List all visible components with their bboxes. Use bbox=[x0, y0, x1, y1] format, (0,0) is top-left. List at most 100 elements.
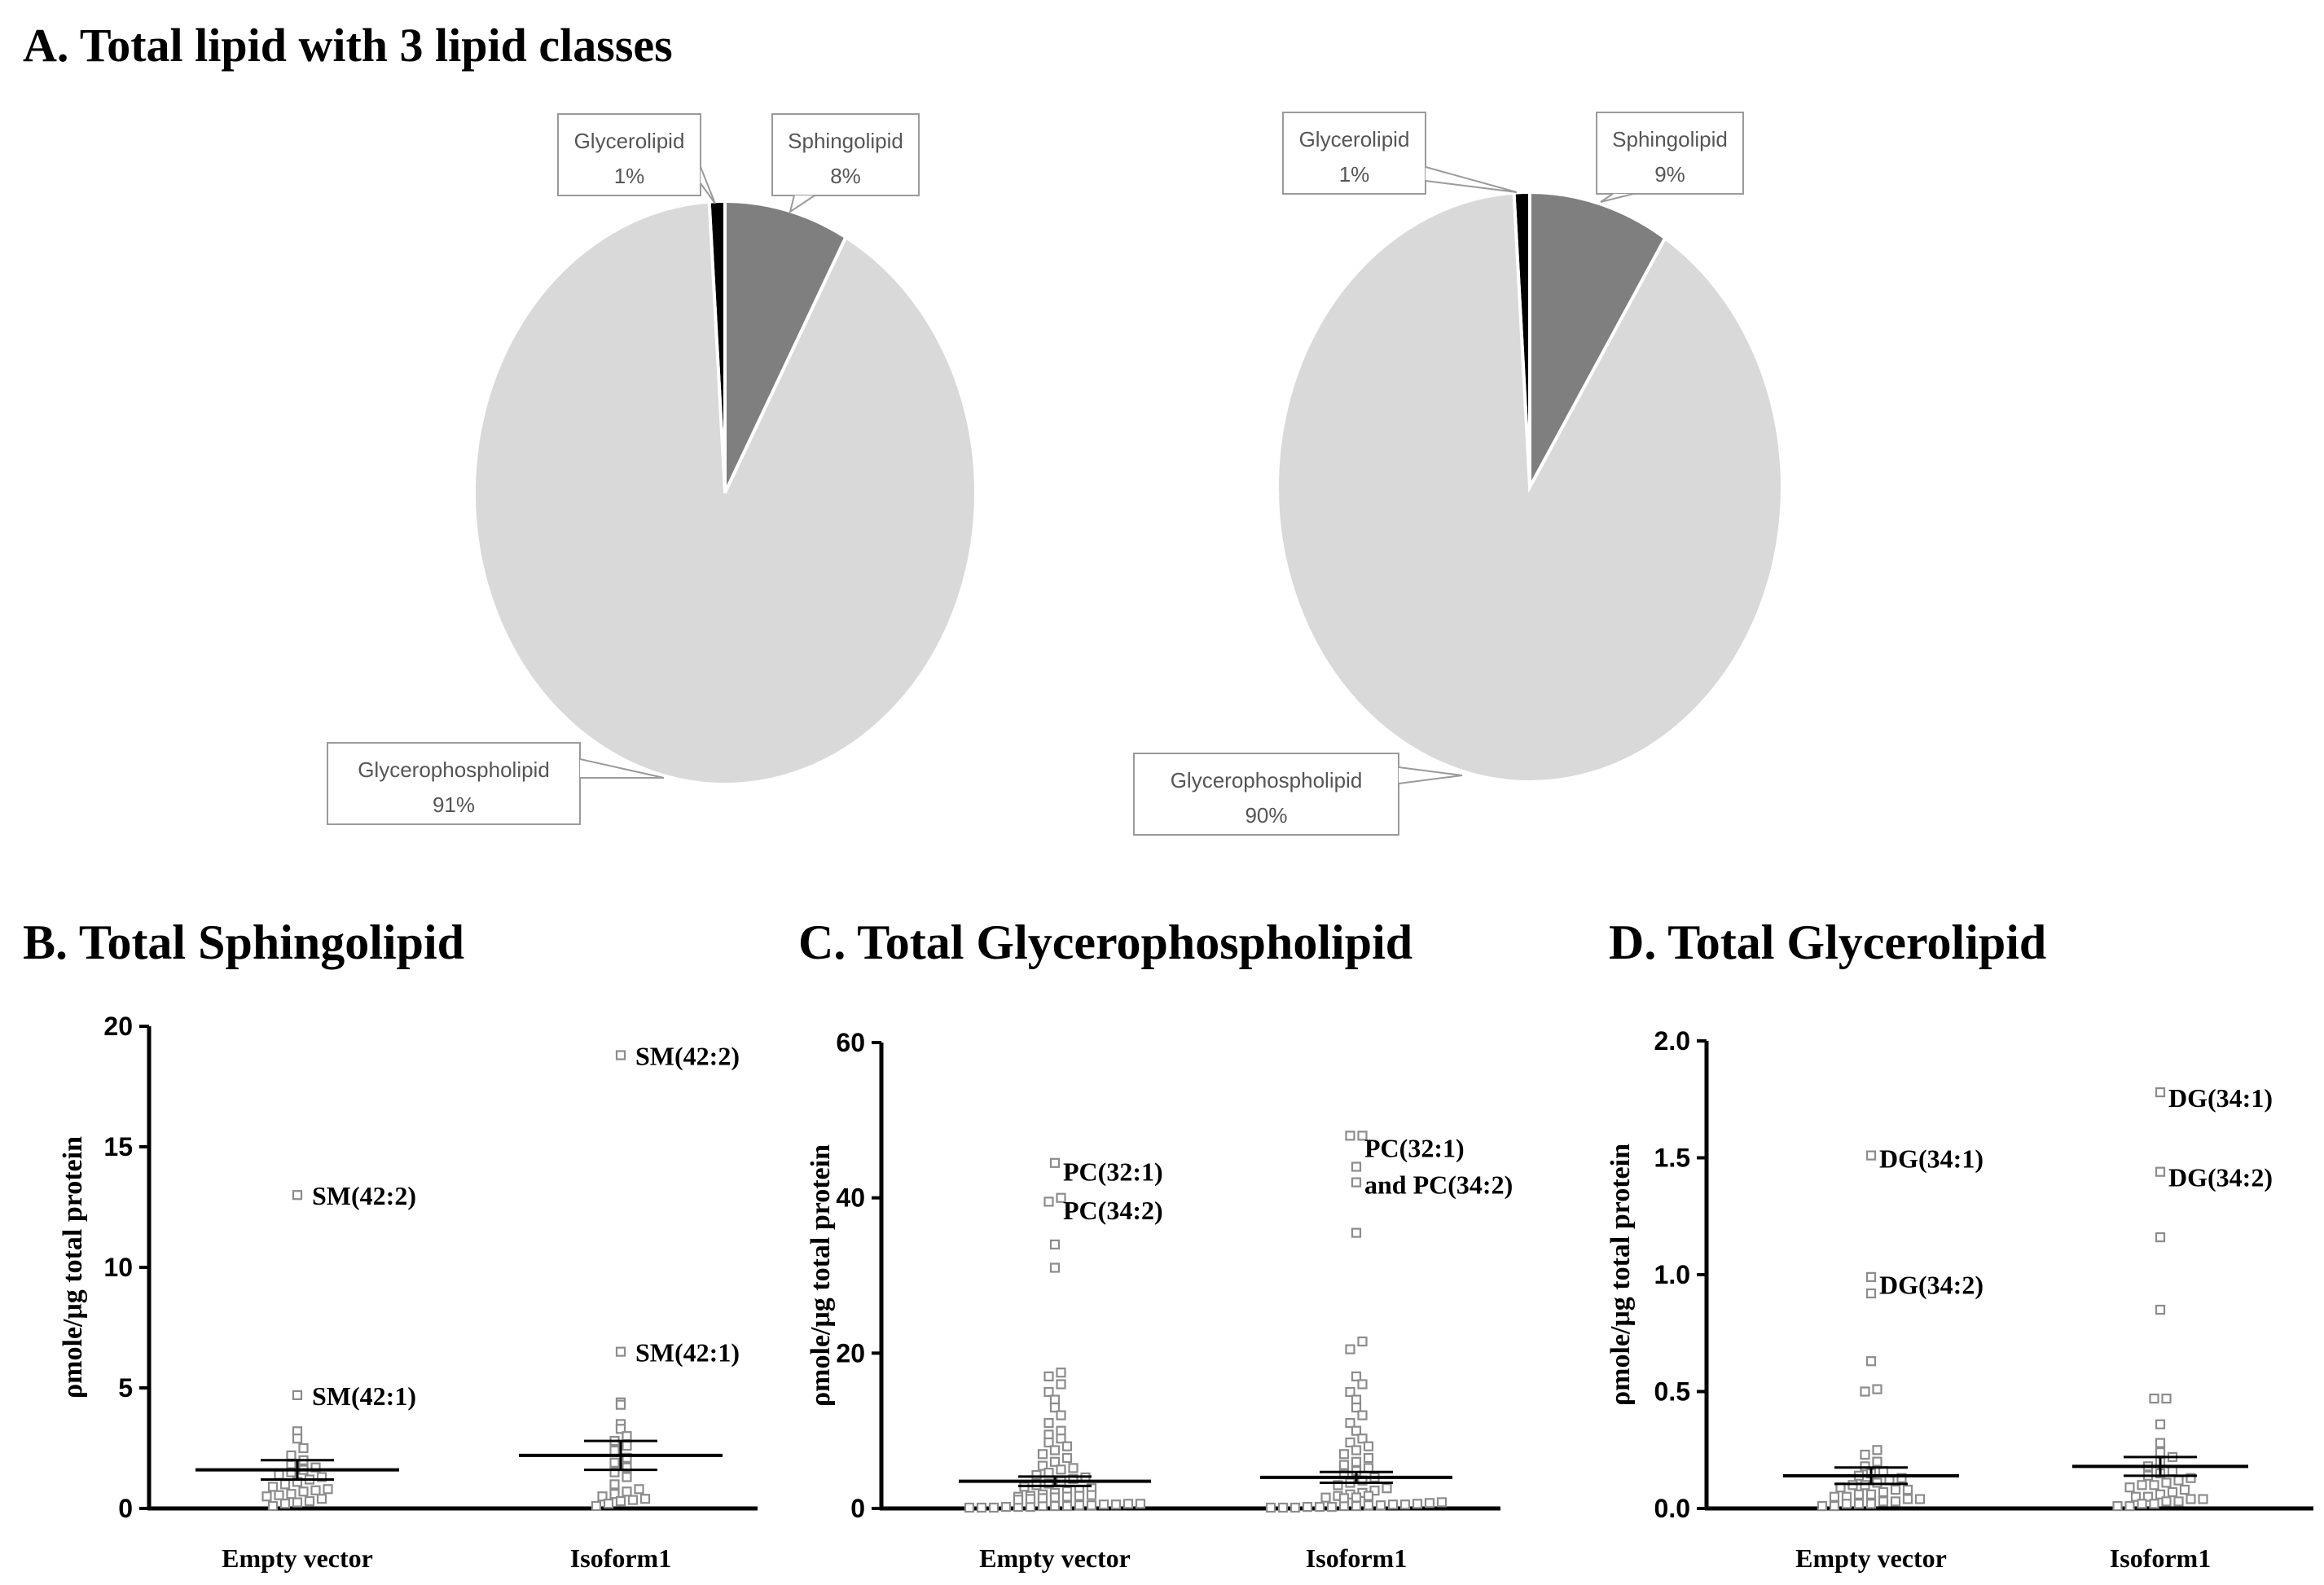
data-point bbox=[1363, 1452, 1374, 1464]
y-axis-label: ρmole/μg total protein bbox=[58, 1136, 88, 1398]
data-point bbox=[2149, 1393, 2159, 1404]
data-point bbox=[591, 1500, 602, 1512]
data-point bbox=[1351, 1425, 1362, 1436]
data-point bbox=[1345, 1344, 1355, 1354]
callout-percent: 8% bbox=[830, 164, 861, 188]
data-point bbox=[1122, 1499, 1134, 1509]
data-point bbox=[2142, 1491, 2154, 1502]
data-point bbox=[1363, 1441, 1374, 1451]
data-point bbox=[1860, 1449, 1870, 1460]
data-point bbox=[1829, 1491, 1840, 1502]
data-point bbox=[2124, 1482, 2135, 1493]
data-point bbox=[1345, 1417, 1355, 1429]
data-point bbox=[1424, 1498, 1435, 1508]
data-point bbox=[2112, 1500, 2123, 1512]
data-point bbox=[2155, 1489, 2166, 1499]
data-point bbox=[1363, 1500, 1374, 1511]
data-point bbox=[1086, 1500, 1097, 1511]
data-point bbox=[1865, 1288, 1877, 1299]
data-point bbox=[639, 1494, 651, 1504]
data-point bbox=[609, 1479, 620, 1490]
data-point bbox=[279, 1479, 291, 1490]
data-point bbox=[2161, 1477, 2172, 1488]
data-point bbox=[1302, 1501, 1313, 1513]
callout-percent: 1% bbox=[1339, 162, 1370, 187]
callout-glycerophospholipid: Glycerophospholipid 90% bbox=[1133, 753, 1463, 836]
data-point bbox=[2173, 1475, 2184, 1486]
data-point bbox=[1098, 1499, 1109, 1510]
data-point bbox=[622, 1440, 632, 1451]
data-point bbox=[1841, 1499, 1852, 1509]
data-point bbox=[1326, 1501, 1338, 1513]
data-point bbox=[2161, 1393, 2172, 1404]
data-point bbox=[1043, 1371, 1054, 1382]
data-point bbox=[316, 1494, 327, 1504]
callout-label: Glycerophospholipid bbox=[358, 757, 550, 782]
data-point bbox=[1351, 1371, 1362, 1382]
data-point bbox=[1363, 1491, 1374, 1501]
data-point bbox=[1890, 1496, 1901, 1507]
data-point bbox=[1025, 1501, 1036, 1513]
data-point bbox=[1043, 1417, 1054, 1429]
data-point bbox=[323, 1484, 333, 1495]
data-point bbox=[2167, 1486, 2178, 1498]
point-annotation: DG(34:2) bbox=[1879, 1270, 1984, 1299]
y-tick-label: 20 bbox=[103, 1012, 133, 1041]
data-point bbox=[1056, 1434, 1066, 1444]
data-point bbox=[2137, 1480, 2147, 1491]
data-point bbox=[1387, 1499, 1399, 1510]
pie-chart-isoform1: Glycerolipid 1% Sphingolipid 9% Glycerophosp… bbox=[1133, 112, 1784, 836]
data-point bbox=[274, 1490, 284, 1500]
data-point bbox=[304, 1495, 315, 1507]
data-point bbox=[622, 1486, 632, 1497]
data-point bbox=[1049, 1157, 1061, 1168]
data-point bbox=[286, 1489, 297, 1499]
data-point bbox=[1351, 1402, 1362, 1413]
data-point bbox=[1865, 1356, 1877, 1367]
data-point bbox=[274, 1469, 284, 1480]
data-point bbox=[1338, 1449, 1350, 1460]
data-point bbox=[1872, 1384, 1882, 1394]
data-point bbox=[1056, 1410, 1066, 1420]
data-point bbox=[2155, 1438, 2166, 1448]
data-point bbox=[292, 1497, 303, 1508]
data-point bbox=[622, 1431, 632, 1442]
data-point bbox=[1872, 1456, 1882, 1467]
data-point bbox=[1333, 1480, 1343, 1491]
data-point bbox=[1357, 1379, 1368, 1390]
data-point bbox=[1860, 1386, 1870, 1397]
data-point bbox=[1037, 1449, 1048, 1460]
data-point bbox=[1037, 1493, 1048, 1504]
panel-b-title: B. Total Sphingolipid bbox=[23, 915, 464, 969]
data-point bbox=[310, 1462, 321, 1473]
data-point bbox=[615, 1050, 626, 1060]
x-category-label: Empty vector bbox=[1795, 1543, 1947, 1573]
callout-pointer bbox=[1425, 166, 1518, 193]
data-point bbox=[1345, 1131, 1355, 1141]
group-isoform1: Isoform1 DG(34:1) DG(34:2) bbox=[2072, 1083, 2273, 1573]
data-point bbox=[1338, 1460, 1350, 1470]
data-point bbox=[1817, 1500, 1828, 1512]
data-point bbox=[2198, 1494, 2208, 1504]
data-point bbox=[1049, 1492, 1061, 1503]
data-point bbox=[1878, 1486, 1889, 1498]
data-point bbox=[1056, 1464, 1066, 1475]
data-point bbox=[1043, 1196, 1054, 1207]
group-empty-vector: Empty vector DG(34:1) DG(34:2) bbox=[1783, 1144, 1984, 1573]
point-annotation: SM(42:1) bbox=[635, 1338, 740, 1368]
data-point bbox=[2167, 1465, 2178, 1477]
data-point bbox=[2155, 1447, 2166, 1458]
data-point bbox=[615, 1424, 626, 1434]
data-point bbox=[1074, 1500, 1085, 1511]
data-point bbox=[2155, 1232, 2166, 1243]
glycerophospholipid-scatter-plot: 0 20 40 60 ρmole/μg total protein Empty vecto… bbox=[806, 1028, 1513, 1573]
pie-chart-empty-vector: Glycerolipid 1% Sphingolipid 8% Glycerophosp… bbox=[327, 113, 977, 825]
y-axis-label: ρmole/μg total protein bbox=[1606, 1144, 1636, 1406]
y-tick-label: 1.5 bbox=[1654, 1144, 1690, 1173]
sphingolipid-scatter-plot: 0 5 10 15 20 ρmole/μg total protein Empty vect… bbox=[58, 1012, 758, 1573]
callout-pointer bbox=[700, 166, 716, 204]
data-point bbox=[1289, 1502, 1301, 1513]
data-point bbox=[2155, 1419, 2166, 1429]
data-point bbox=[279, 1498, 291, 1509]
data-point bbox=[1056, 1379, 1066, 1390]
